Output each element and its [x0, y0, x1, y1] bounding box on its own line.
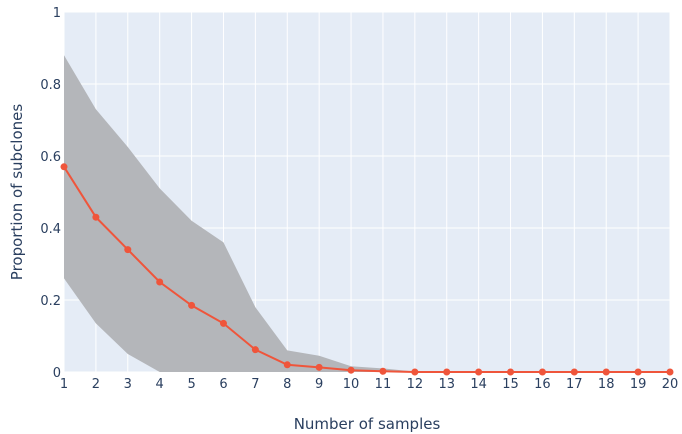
x-tick-label: 9 — [315, 377, 323, 392]
series-line — [63, 166, 670, 373]
y-tick-label: 0.6 — [40, 150, 61, 165]
data-point — [443, 368, 451, 376]
x-tick-label: 2 — [92, 377, 100, 392]
data-point — [124, 246, 132, 254]
y-tick-label: 0 — [53, 366, 61, 381]
data-point — [570, 368, 578, 376]
confidence-band — [64, 55, 670, 372]
x-tick-label: 15 — [502, 377, 519, 392]
data-point — [634, 368, 642, 376]
x-tick-label: 4 — [156, 377, 164, 392]
x-tick-label: 14 — [470, 377, 487, 392]
x-axis-title: Number of samples — [294, 415, 441, 433]
x-tick-label: 18 — [598, 377, 615, 392]
x-tick-label: 5 — [187, 377, 195, 392]
x-tick-label: 11 — [375, 377, 392, 392]
y-tick-label: 1 — [53, 6, 61, 21]
x-tick-label: 13 — [438, 377, 455, 392]
y-tick-label: 0.8 — [40, 78, 61, 93]
data-point — [475, 368, 483, 376]
data-point — [283, 361, 291, 369]
x-tick-label: 17 — [566, 377, 583, 392]
data-point — [538, 368, 546, 376]
x-tick-label: 8 — [283, 377, 291, 392]
data-point — [347, 366, 355, 374]
x-tick-label: 1 — [60, 377, 68, 392]
x-tick-label: 6 — [219, 377, 227, 392]
x-tick-label: 20 — [662, 377, 679, 392]
data-point — [315, 363, 323, 371]
x-tick-label: 19 — [630, 377, 647, 392]
y-tick-label: 0.2 — [40, 294, 61, 309]
data-point — [666, 368, 674, 376]
data-point — [411, 368, 419, 376]
x-tick-label: 16 — [534, 377, 551, 392]
data-point — [60, 163, 68, 171]
grid-lines — [63, 11, 671, 373]
data-points — [60, 163, 674, 376]
x-axis-ticks: 1 2 3 4 5 6 7 8 9 10 11 12 13 14 15 16 17 18 19 20 — [60, 377, 678, 392]
data-point — [379, 367, 387, 375]
x-tick-label: 10 — [343, 377, 360, 392]
y-axis-ticks: 0 0.2 0.4 0.6 0.8 1 — [40, 6, 61, 381]
data-point — [602, 368, 610, 376]
y-tick-label: 0.4 — [40, 222, 61, 237]
data-point — [156, 278, 164, 286]
x-tick-label: 3 — [124, 377, 132, 392]
y-axis-title: Proportion of subclones — [8, 104, 26, 281]
data-point — [251, 346, 259, 354]
x-tick-label: 12 — [407, 377, 424, 392]
x-tick-label: 7 — [251, 377, 259, 392]
data-point — [188, 301, 196, 309]
data-point — [92, 213, 100, 221]
data-point — [219, 319, 227, 327]
data-point — [507, 368, 515, 376]
